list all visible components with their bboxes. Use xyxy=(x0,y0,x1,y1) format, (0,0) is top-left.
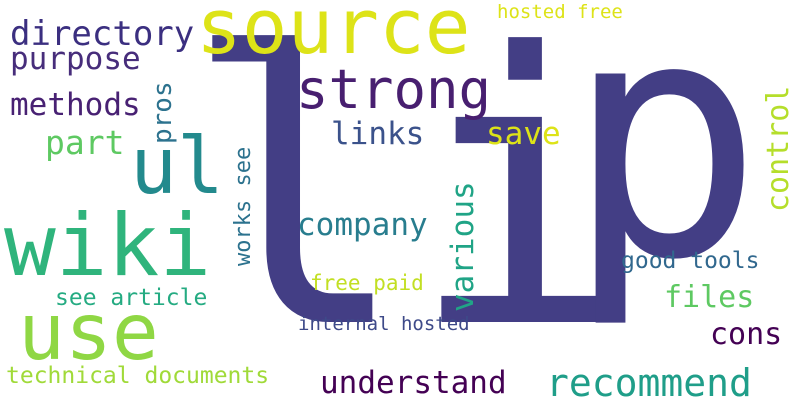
word-technical-documents: technical documents xyxy=(6,363,270,389)
word-li: li xyxy=(183,0,635,400)
word-strong: strong xyxy=(296,58,492,121)
word-control: control xyxy=(761,85,796,212)
word-source: source xyxy=(196,0,471,71)
word-company: company xyxy=(297,207,428,243)
word-wiki: wiki xyxy=(4,196,212,296)
word-pros: pros xyxy=(148,81,178,144)
word-purpose: purpose xyxy=(10,41,141,77)
word-links: links xyxy=(331,116,425,152)
word-see-article: see article xyxy=(55,285,208,311)
word-use: use xyxy=(18,288,159,378)
word-works-see: works see xyxy=(231,146,256,266)
word-free-paid: free paid xyxy=(310,271,424,295)
word-understand: understand xyxy=(320,365,507,400)
word-internal-hosted: internal hosted xyxy=(298,313,470,335)
word-save: save xyxy=(486,116,561,152)
word-p: p xyxy=(565,0,764,332)
word-cons: cons xyxy=(710,317,783,352)
word-ul: ul xyxy=(130,122,224,212)
word-various: various xyxy=(445,181,481,312)
word-recommend: recommend xyxy=(546,361,752,400)
word-directory: directory xyxy=(10,14,195,54)
word-hosted-free: hosted free xyxy=(497,1,623,23)
word-files: files xyxy=(664,280,755,315)
word-methods: methods xyxy=(10,87,141,123)
word-part: part xyxy=(45,123,125,162)
word-good-tools: good tools xyxy=(621,248,760,274)
